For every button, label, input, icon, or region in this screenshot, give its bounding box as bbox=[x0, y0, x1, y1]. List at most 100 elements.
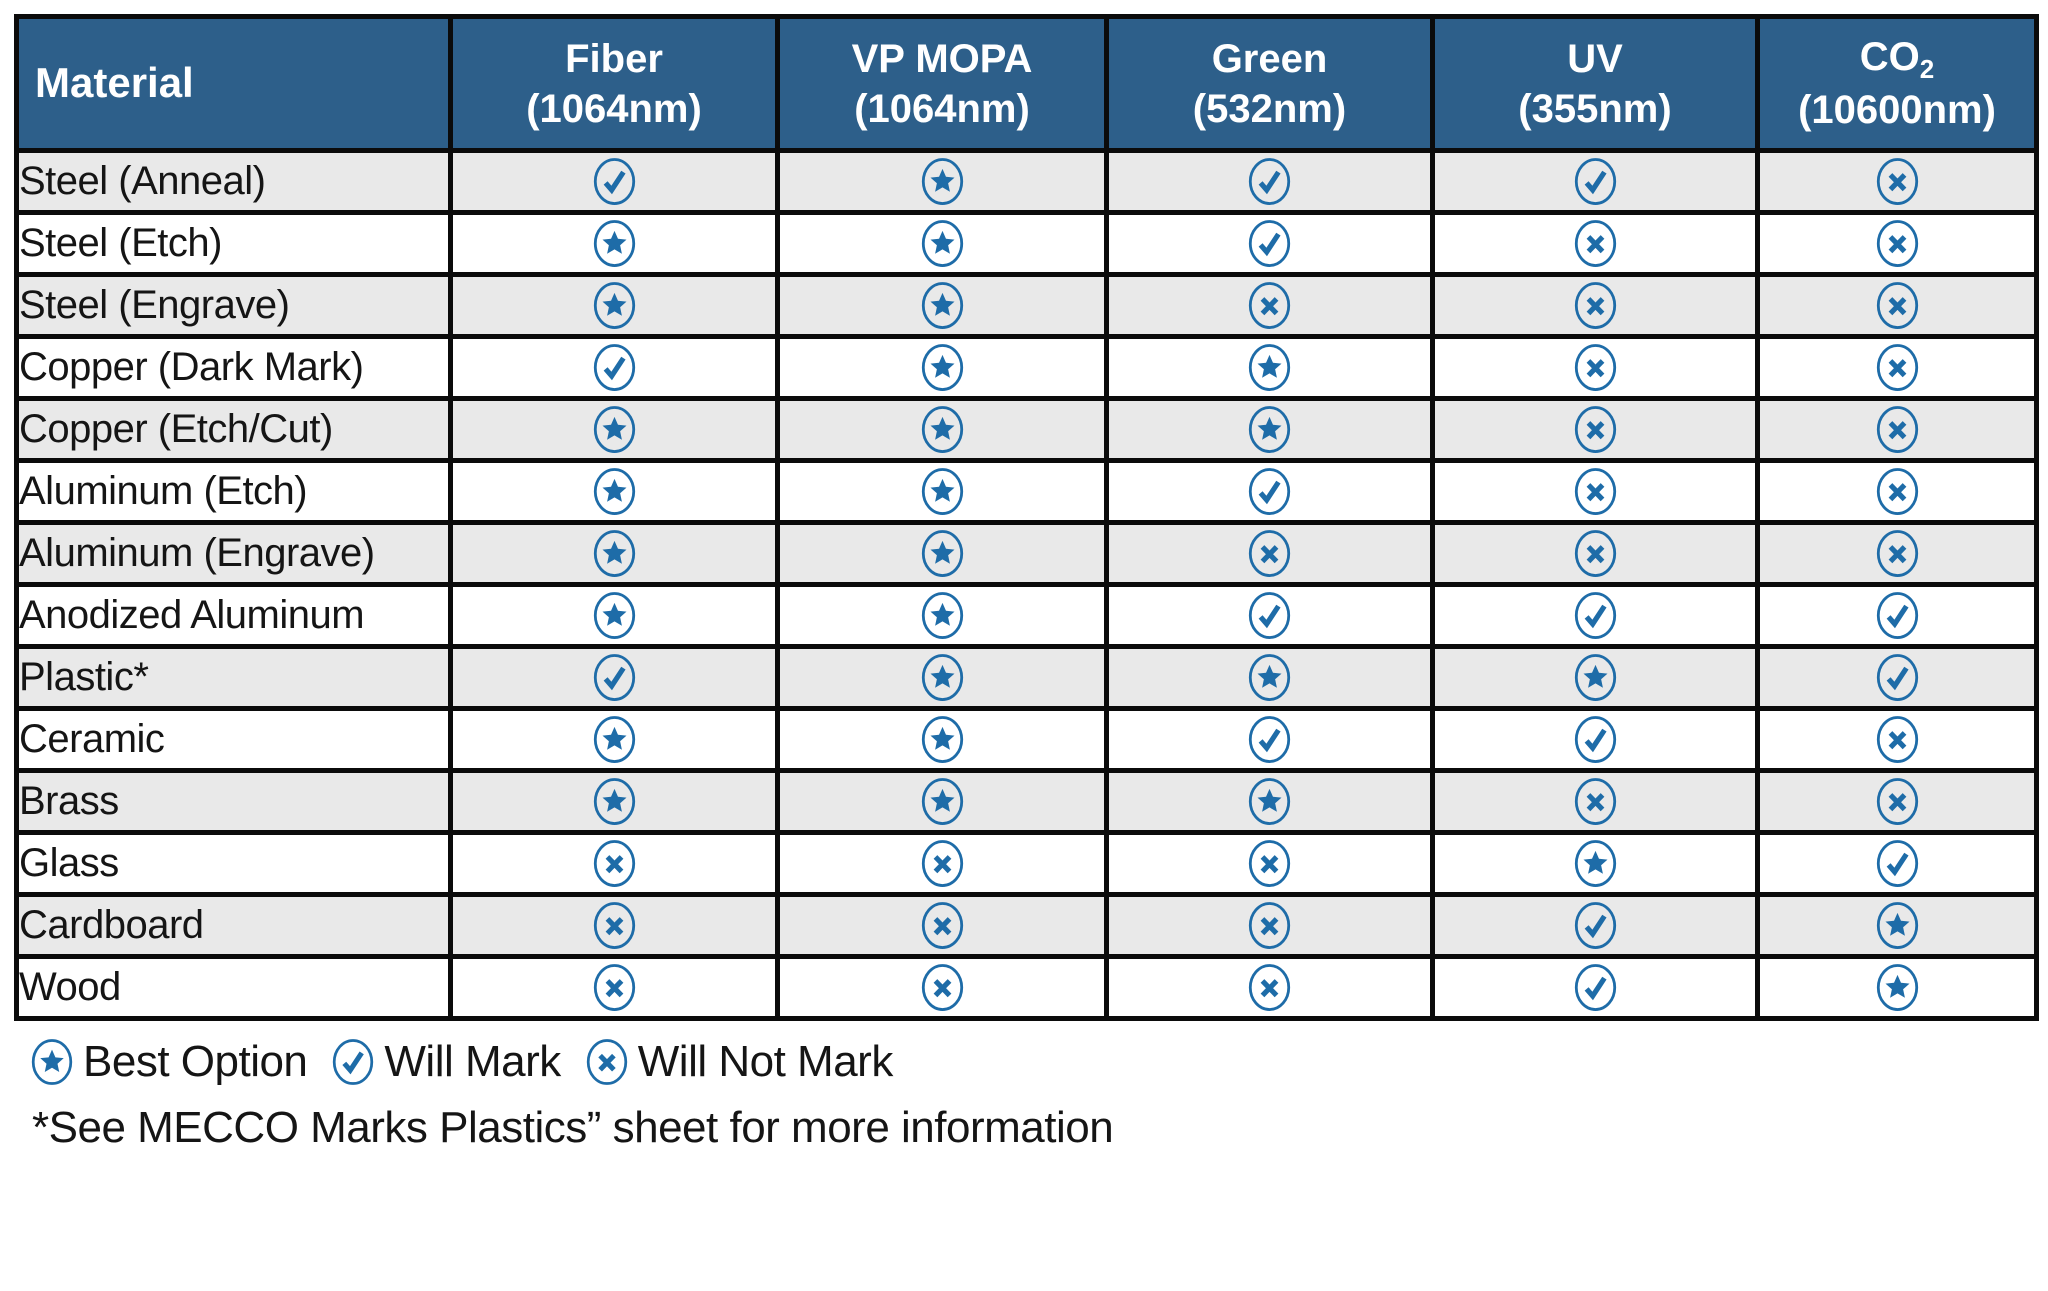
column-header-fiber: Fiber (1064nm) bbox=[448, 14, 780, 153]
table-row: Glass bbox=[14, 830, 2039, 897]
mark-cell-green bbox=[1104, 272, 1435, 339]
will-mark-icon bbox=[592, 157, 637, 206]
material-label: Copper (Etch/Cut) bbox=[14, 396, 453, 463]
best-option-icon bbox=[920, 467, 965, 516]
table-row: Steel (Etch) bbox=[14, 210, 2039, 277]
best-option-icon bbox=[1247, 343, 1292, 392]
best-option-icon bbox=[1875, 901, 1920, 950]
mark-cell-fiber bbox=[448, 334, 780, 401]
mark-cell-vp-mopa bbox=[775, 892, 1109, 959]
will-mark-icon bbox=[1875, 591, 1920, 640]
mark-cell-co2 bbox=[1755, 520, 2039, 587]
best-option-icon bbox=[1247, 777, 1292, 826]
mark-cell-co2 bbox=[1755, 210, 2039, 277]
will-mark-icon bbox=[1573, 157, 1618, 206]
will-mark-icon bbox=[1573, 591, 1618, 640]
mark-cell-fiber bbox=[448, 706, 780, 773]
best-option-icon bbox=[1247, 653, 1292, 702]
material-label: Ceramic bbox=[14, 706, 453, 773]
material-label: Aluminum (Etch) bbox=[14, 458, 453, 525]
mark-cell-uv bbox=[1430, 582, 1760, 649]
best-option-icon bbox=[920, 653, 965, 702]
will-not-mark-icon bbox=[592, 963, 637, 1012]
material-label: Steel (Anneal) bbox=[14, 148, 453, 215]
will-mark-icon bbox=[592, 343, 637, 392]
table-row: Copper (Dark Mark) bbox=[14, 334, 2039, 401]
material-label: Steel (Etch) bbox=[14, 210, 453, 277]
mark-cell-green bbox=[1104, 520, 1435, 587]
mark-cell-uv bbox=[1430, 644, 1760, 711]
mark-cell-green bbox=[1104, 210, 1435, 277]
mark-cell-green bbox=[1104, 892, 1435, 959]
mark-cell-co2 bbox=[1755, 954, 2039, 1021]
will-not-mark-icon bbox=[585, 1038, 638, 1086]
column-name: VP MOPA bbox=[851, 36, 1033, 81]
material-compatibility-sheet: Material Fiber (1064nm) VP MOPA (1064nm) Gre… bbox=[14, 14, 2039, 1152]
mark-cell-uv bbox=[1430, 830, 1760, 897]
will-not-mark-icon bbox=[1573, 529, 1618, 578]
mark-cell-vp-mopa bbox=[775, 272, 1109, 339]
mark-cell-co2 bbox=[1755, 334, 2039, 401]
table-row: Anodized Aluminum bbox=[14, 582, 2039, 649]
material-label: Cardboard bbox=[14, 892, 453, 959]
will-not-mark-icon bbox=[1573, 467, 1618, 516]
best-option-icon bbox=[592, 591, 637, 640]
best-option-icon bbox=[592, 219, 637, 268]
material-label: Wood bbox=[14, 954, 453, 1021]
will-not-mark-icon bbox=[920, 839, 965, 888]
mark-cell-fiber bbox=[448, 148, 780, 215]
will-mark-icon bbox=[331, 1038, 384, 1086]
material-column-header: Material bbox=[14, 14, 453, 153]
legend: Best Option Will Mark Will Not Mark bbox=[14, 1021, 2034, 1087]
will-mark-icon bbox=[1573, 901, 1618, 950]
will-mark-icon bbox=[1247, 467, 1292, 516]
mark-cell-vp-mopa bbox=[775, 644, 1109, 711]
mark-cell-uv bbox=[1430, 458, 1760, 525]
table-row: Aluminum (Engrave) bbox=[14, 520, 2039, 587]
table-row: Plastic* bbox=[14, 644, 2039, 711]
will-mark-icon bbox=[1875, 839, 1920, 888]
will-not-mark-icon bbox=[1875, 529, 1920, 578]
mark-cell-green bbox=[1104, 830, 1435, 897]
best-option-icon bbox=[920, 157, 965, 206]
legend-label: Best Option bbox=[83, 1037, 308, 1086]
table-body: Steel (Anneal) Steel (Etch) Steel (Engrave… bbox=[14, 148, 2039, 1021]
column-wavelength: (10600nm) bbox=[1798, 88, 1996, 133]
column-wavelength: (532nm) bbox=[1192, 86, 1347, 131]
mark-cell-vp-mopa bbox=[775, 396, 1109, 463]
mark-cell-fiber bbox=[448, 954, 780, 1021]
mark-cell-vp-mopa bbox=[775, 954, 1109, 1021]
will-mark-icon bbox=[1573, 963, 1618, 1012]
will-not-mark-icon bbox=[1875, 405, 1920, 454]
mark-cell-fiber bbox=[448, 210, 780, 277]
table-row: Aluminum (Etch) bbox=[14, 458, 2039, 525]
best-option-icon bbox=[592, 529, 637, 578]
legend-item-will-mark: Will Mark bbox=[331, 1037, 561, 1087]
will-not-mark-icon bbox=[1247, 839, 1292, 888]
mark-cell-uv bbox=[1430, 396, 1760, 463]
mark-cell-vp-mopa bbox=[775, 148, 1109, 215]
column-wavelength: (355nm) bbox=[1518, 86, 1672, 131]
mark-cell-co2 bbox=[1755, 582, 2039, 649]
table-row: Wood bbox=[14, 954, 2039, 1021]
best-option-icon bbox=[592, 405, 637, 454]
mark-cell-vp-mopa bbox=[775, 458, 1109, 525]
will-not-mark-icon bbox=[1573, 777, 1618, 826]
mark-cell-uv bbox=[1430, 768, 1760, 835]
mark-cell-fiber bbox=[448, 582, 780, 649]
mark-cell-vp-mopa bbox=[775, 520, 1109, 587]
will-not-mark-icon bbox=[1875, 281, 1920, 330]
best-option-icon bbox=[1875, 963, 1920, 1012]
table-row: Steel (Anneal) bbox=[14, 148, 2039, 215]
legend-label: Will Not Mark bbox=[637, 1037, 894, 1086]
will-not-mark-icon bbox=[1573, 219, 1618, 268]
mark-cell-co2 bbox=[1755, 644, 2039, 711]
mark-cell-co2 bbox=[1755, 148, 2039, 215]
material-label: Steel (Engrave) bbox=[14, 272, 453, 339]
mark-cell-green bbox=[1104, 458, 1435, 525]
legend-label: Will Mark bbox=[384, 1037, 561, 1086]
mark-cell-fiber bbox=[448, 272, 780, 339]
best-option-icon bbox=[592, 777, 637, 826]
best-option-icon bbox=[920, 529, 965, 578]
will-not-mark-icon bbox=[1247, 901, 1292, 950]
